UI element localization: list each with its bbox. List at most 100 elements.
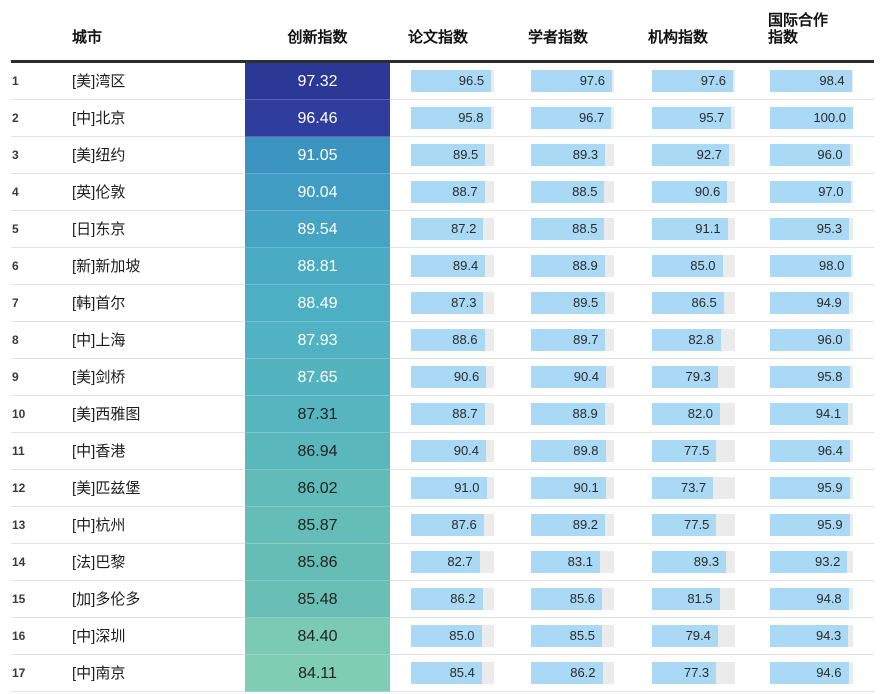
row-separator	[11, 506, 874, 507]
institution-value: 82.8	[688, 332, 714, 347]
innovation-cell: 86.94	[245, 433, 390, 470]
table-row: 9 [美]剑桥 87.65 90.6 90.4 79.3 95.8	[0, 359, 880, 396]
intl-bar-track: 94.3	[770, 625, 853, 647]
institution-value: 77.3	[683, 665, 710, 680]
innovation-cell: 96.46	[245, 100, 390, 137]
innovation-cell: 84.40	[245, 618, 390, 655]
intl-bar-track: 93.2	[770, 551, 853, 573]
institution-value: 89.3	[693, 554, 720, 569]
innovation-cell: 85.48	[245, 581, 390, 618]
paper-bar-fill: 87.2	[411, 218, 484, 240]
scholar-value: 89.3	[572, 147, 599, 162]
intl-value: 95.3	[816, 221, 843, 236]
scholar-bar-track: 97.6	[531, 70, 614, 92]
city-cell: [韩]首尔	[72, 295, 126, 312]
paper-bar-track: 95.8	[411, 107, 494, 129]
table-row: 14 [法]巴黎 85.86 82.7 83.1 89.3 93.2	[0, 544, 880, 581]
institution-bar-fill: 92.7	[652, 144, 729, 166]
scholar-bar-fill: 89.7	[531, 329, 606, 351]
institution-value: 86.5	[691, 295, 717, 310]
scholar-bar-fill: 88.5	[531, 181, 605, 203]
institution-bar-track: 82.0	[652, 403, 735, 425]
paper-bar-track: 85.0	[411, 625, 494, 647]
institution-bar-fill: 73.7	[652, 477, 714, 499]
paper-value: 88.7	[452, 406, 478, 421]
scholar-bar-track: 89.5	[531, 292, 614, 314]
scholar-bar-track: 89.3	[531, 144, 614, 166]
row-separator	[11, 99, 874, 100]
paper-value: 85.0	[449, 628, 475, 643]
intl-value: 95.8	[817, 369, 843, 384]
paper-bar-track: 85.4	[411, 662, 494, 684]
scholar-value: 89.2	[572, 517, 599, 532]
innovation-cell: 91.05	[245, 137, 390, 174]
city-cell: [中]香港	[72, 443, 126, 460]
city-cell: [日]东京	[72, 221, 126, 238]
institution-value: 73.7	[680, 480, 707, 495]
rank-cell: 13	[12, 518, 26, 532]
row-separator	[11, 284, 874, 285]
institution-bar-track: 82.8	[652, 329, 735, 351]
paper-bar-fill: 86.2	[411, 588, 483, 610]
header-rule	[11, 60, 874, 63]
city-cell: [美]湾区	[72, 73, 126, 90]
intl-value: 94.3	[815, 628, 842, 643]
paper-value: 95.8	[458, 110, 484, 125]
institution-bar-fill: 97.6	[652, 70, 733, 92]
paper-bar-track: 96.5	[411, 70, 494, 92]
intl-bar-fill: 95.3	[770, 218, 850, 240]
table-row: 3 [美]纽约 91.05 89.5 89.3 92.7 96.0	[0, 137, 880, 174]
institution-bar-fill: 85.0	[652, 255, 723, 277]
institution-value: 91.1	[695, 221, 721, 236]
rank-cell: 7	[12, 296, 19, 310]
scholar-bar-fill: 89.3	[531, 144, 606, 166]
intl-bar-track: 100.0	[770, 107, 853, 129]
paper-value: 96.5	[458, 73, 485, 88]
col-header-innovation: 创新指数	[287, 29, 348, 46]
scholar-value: 90.1	[573, 480, 599, 495]
paper-bar-fill: 82.7	[411, 551, 480, 573]
row-separator	[11, 617, 874, 618]
table-row: 1 [美]湾区 97.32 96.5 97.6 97.6 98.4	[0, 63, 880, 100]
paper-value: 87.3	[451, 295, 477, 310]
scholar-value: 88.9	[572, 406, 598, 421]
paper-bar-track: 82.7	[411, 551, 494, 573]
institution-value: 85.0	[690, 258, 716, 273]
institution-bar-fill: 86.5	[652, 292, 724, 314]
paper-bar-fill: 85.4	[411, 662, 482, 684]
city-cell: [新]新加坡	[72, 258, 141, 275]
scholar-bar-track: 88.5	[531, 181, 614, 203]
intl-bar-track: 96.0	[770, 329, 853, 351]
table-row: 4 [英]伦敦 90.04 88.7 88.5 90.6 97.0	[0, 174, 880, 211]
scholar-value: 86.2	[570, 665, 596, 680]
scholar-bar-fill: 90.1	[531, 477, 606, 499]
intl-bar-track: 95.3	[770, 218, 853, 240]
intl-value: 93.2	[815, 554, 841, 569]
intl-bar-track: 94.1	[770, 403, 853, 425]
institution-bar-track: 77.5	[652, 514, 735, 536]
scholar-value: 88.9	[572, 258, 598, 273]
intl-bar-fill: 95.9	[770, 514, 850, 536]
institution-bar-fill: 81.5	[652, 588, 720, 610]
innovation-cell: 88.81	[245, 248, 390, 285]
paper-bar-fill: 85.0	[411, 625, 482, 647]
institution-value: 77.5	[684, 517, 710, 532]
col-header-scholar: 学者指数	[528, 29, 589, 46]
innovation-cell: 84.11	[245, 655, 390, 692]
paper-bar-track: 91.0	[411, 477, 494, 499]
institution-bar-fill: 77.5	[652, 514, 717, 536]
paper-bar-fill: 87.6	[411, 514, 484, 536]
institution-bar-fill: 91.1	[652, 218, 728, 240]
intl-value: 94.8	[816, 591, 842, 606]
intl-bar-fill: 96.0	[770, 144, 850, 166]
paper-value: 87.6	[451, 517, 477, 532]
paper-bar-fill: 95.8	[411, 107, 491, 129]
institution-value: 97.6	[700, 73, 726, 88]
rank-cell: 15	[12, 592, 26, 606]
paper-value: 88.6	[452, 332, 478, 347]
institution-bar-track: 91.1	[652, 218, 735, 240]
paper-value: 91.0	[454, 480, 480, 495]
scholar-bar-track: 89.8	[531, 440, 614, 462]
city-cell: [英]伦敦	[72, 184, 126, 201]
